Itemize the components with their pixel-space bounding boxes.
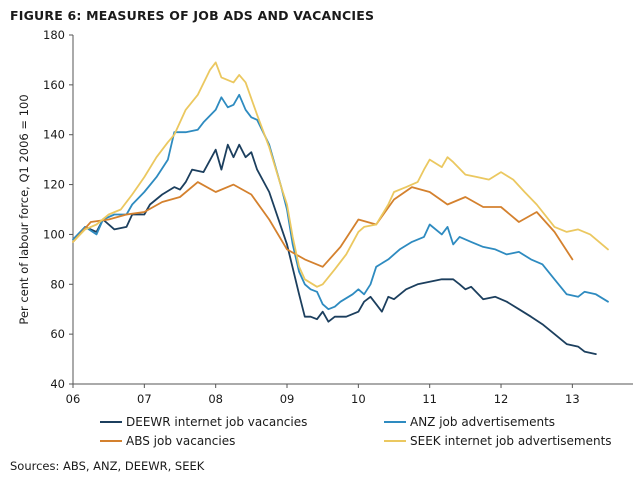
source-note: Sources: ABS, ANZ, DEEWR, SEEK [10, 459, 205, 473]
x-tick-label: 08 [208, 392, 223, 406]
x-tick-label: 10 [351, 392, 366, 406]
legend-label-seek: SEEK internet job advertisements [410, 434, 612, 448]
x-tick-label: 09 [280, 392, 295, 406]
x-tick-label: 12 [494, 392, 509, 406]
series-line-anz [72, 93, 609, 311]
x-tick-label: 11 [422, 392, 437, 406]
legend: DEEWR internet job vacancies ANZ job adve… [100, 415, 612, 448]
series-line-abs [72, 181, 574, 268]
y-tick-label: 60 [50, 327, 65, 341]
x-tick-label: 07 [137, 392, 152, 406]
y-tick-label: 180 [43, 28, 65, 42]
y-tick-label: 80 [50, 277, 65, 291]
y-tick-label: 160 [43, 78, 65, 92]
y-axis-label: Per cent of labour force, Q1 2006 = 100 [17, 94, 31, 324]
x-tick-label: 06 [66, 392, 81, 406]
y-tick-label: 100 [43, 227, 65, 241]
y-tick-label: 140 [43, 128, 65, 142]
y-tick-label: 120 [43, 178, 65, 192]
legend-label-anz: ANZ job advertisements [410, 415, 555, 429]
axes: 40 60 80 100 120 140 160 180 06 07 08 09 10 11 12 13 Per… [17, 28, 633, 406]
legend-label-deewr: DEEWR internet job vacancies [126, 415, 307, 429]
series-line-deewr [72, 143, 597, 355]
series-line-seek [72, 61, 609, 288]
x-tick-label: 13 [565, 392, 580, 406]
series-layer [72, 61, 609, 355]
legend-label-abs: ABS job vacancies [126, 434, 235, 448]
chart-title: FIGURE 6: MEASURES OF JOB ADS AND VACANC… [10, 8, 375, 23]
y-tick-label: 40 [50, 377, 65, 391]
